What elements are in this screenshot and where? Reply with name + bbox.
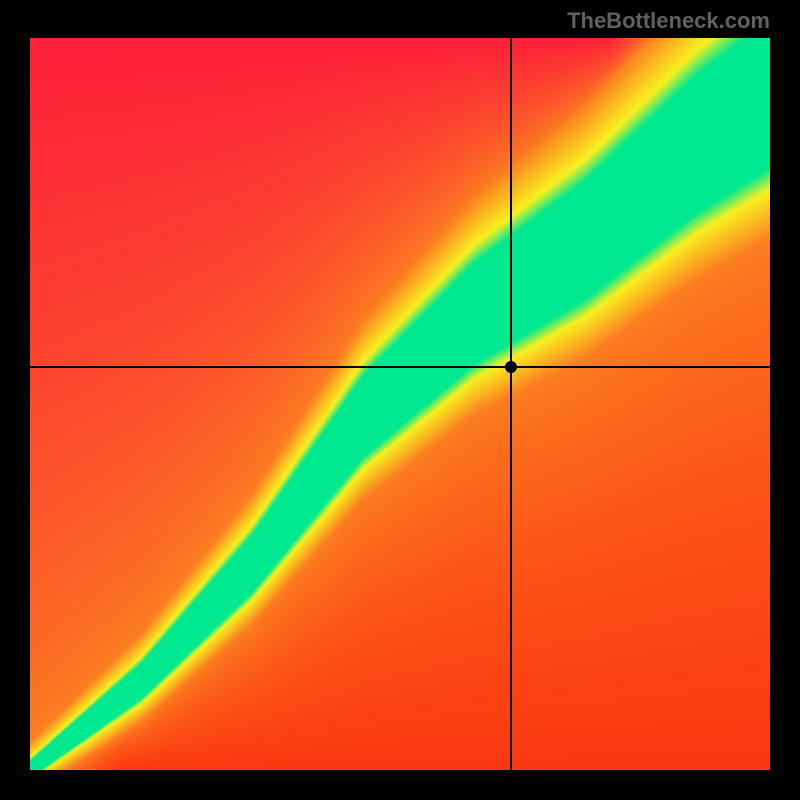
heatmap-canvas (30, 38, 770, 770)
crosshair-vertical (510, 38, 512, 770)
watermark-text: TheBottleneck.com (567, 8, 770, 34)
bottleneck-heatmap-chart (30, 38, 770, 770)
crosshair-horizontal (30, 366, 770, 368)
data-point-marker (505, 361, 517, 373)
